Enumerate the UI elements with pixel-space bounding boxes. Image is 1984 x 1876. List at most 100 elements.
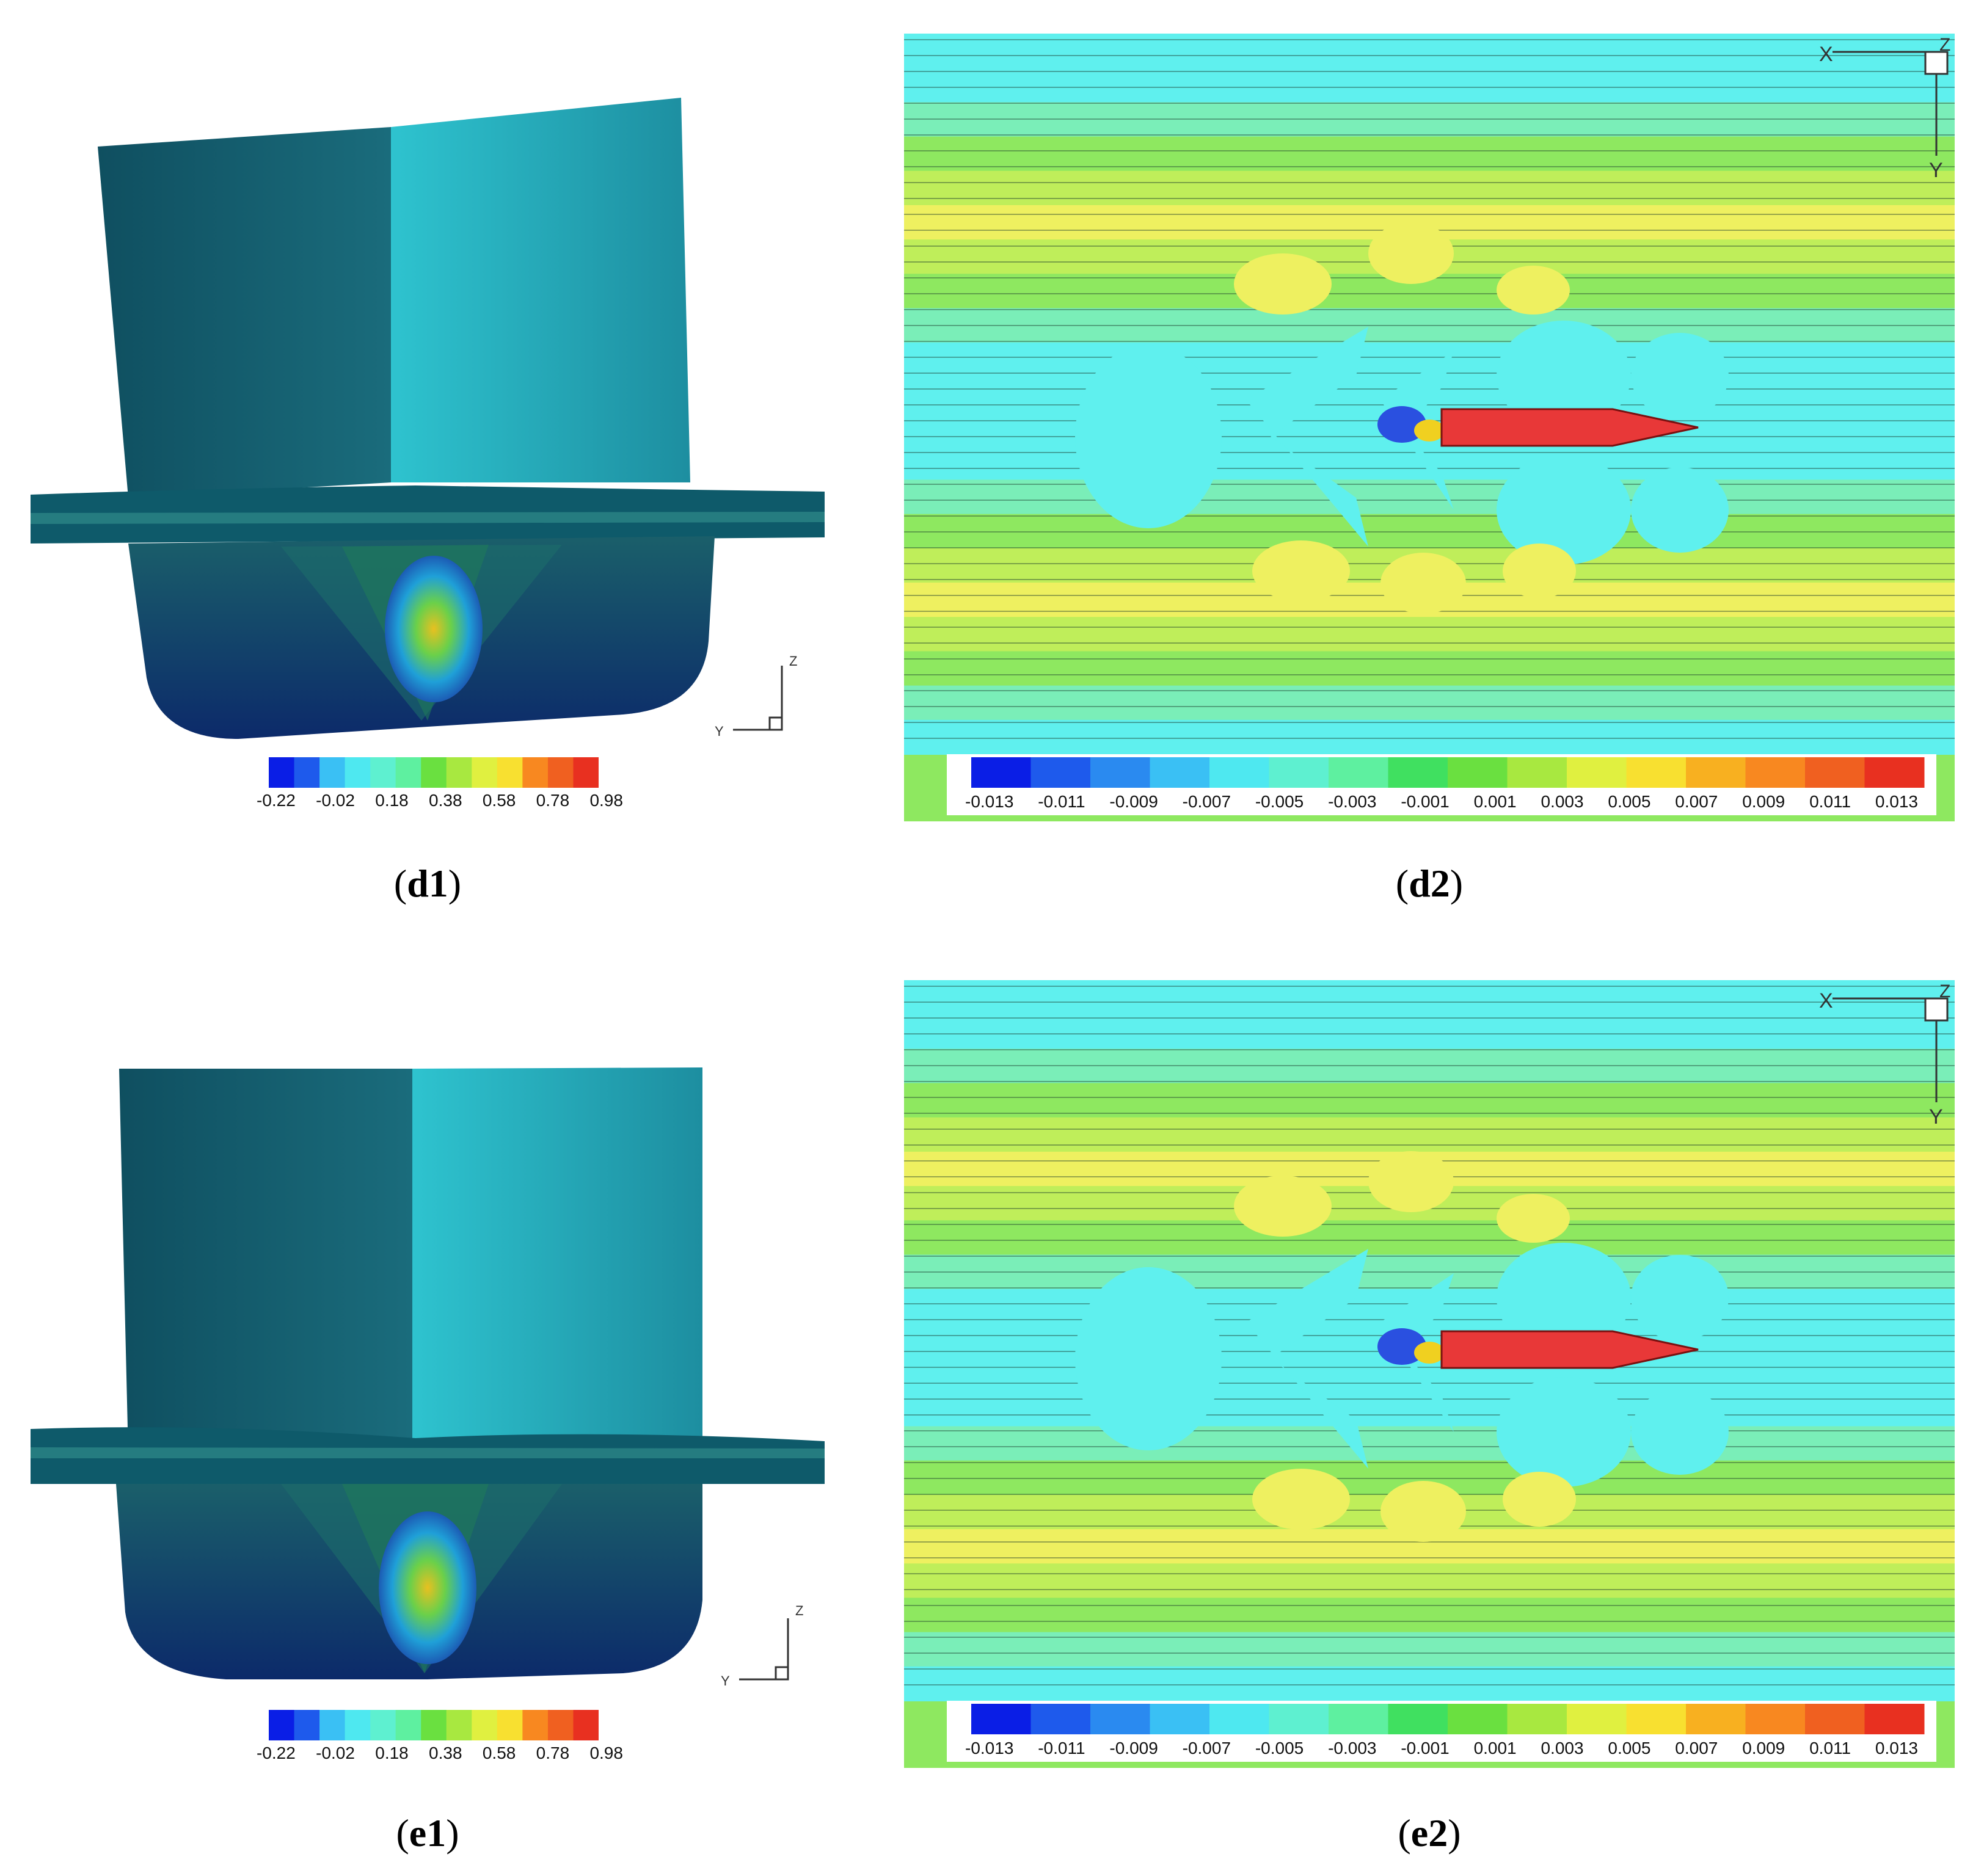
hull-pressure-view-e1: Z Y [31, 1067, 825, 1689]
colorbar-tick: 0.005 [1608, 792, 1651, 811]
colorbar-swatch [446, 1710, 472, 1740]
colorbar-swatch [1864, 757, 1925, 788]
colorbar-swatch [319, 757, 346, 788]
colorbar-swatch [269, 757, 295, 788]
colorbar-swatch [1030, 757, 1091, 788]
colorbar-tick: 0.18 [375, 1743, 409, 1762]
caption-d1: (d1) [393, 862, 462, 905]
colorbar-swatch [1507, 757, 1567, 788]
colorbar-swatch [421, 757, 447, 788]
axis-label-x: X [1819, 989, 1833, 1013]
colorbar-swatch [345, 1710, 371, 1740]
colorbar-swatch [573, 1710, 599, 1740]
colorbar-swatch [1567, 757, 1627, 788]
colorbar-tick: 0.78 [536, 1743, 570, 1762]
contour-bands-e2 [904, 980, 1955, 1701]
colorbar-tick: -0.011 [1038, 792, 1085, 811]
contour-band [904, 685, 1955, 721]
colorbar-tick: 0.003 [1541, 1739, 1584, 1758]
colorbar-swatch [1269, 1704, 1329, 1734]
colorbar-tick: -0.22 [257, 1743, 296, 1762]
colorbar-swatch [294, 757, 320, 788]
colorbar-tick: 0.38 [429, 791, 462, 810]
colorbar-swatch [1507, 1704, 1567, 1734]
colorbar-swatch [1269, 757, 1329, 788]
colorbar-swatch [1745, 757, 1806, 788]
colorbar-swatch [573, 757, 599, 788]
colorbar-swatch [1209, 1704, 1269, 1734]
colorbar-swatch [1626, 1704, 1687, 1734]
colorbar-swatch [269, 1710, 295, 1740]
wake-pattern-e2 [1075, 1151, 1729, 1542]
axis-label-z: Z [1939, 981, 1950, 1002]
colorbar-tick: -0.22 [257, 791, 296, 810]
colorbar-swatch [1329, 757, 1388, 788]
caption-d2: (d2) [1395, 862, 1464, 905]
colorbar-tick: 0.007 [1675, 792, 1718, 811]
contour-bands-d2 [904, 34, 1955, 755]
wave-elevation-field-d2: X Z Y [904, 34, 1955, 821]
contour-band [904, 1426, 1955, 1461]
colorbar-swatch [319, 1710, 346, 1740]
axis-label-x: X [1819, 43, 1833, 66]
colorbar-tick: -0.013 [965, 1739, 1014, 1758]
colorbar-tick: 0.003 [1541, 792, 1584, 811]
axis-label-y: Y [715, 724, 724, 739]
axis-triad-d2 [1833, 51, 1949, 156]
colorbar-swatch [1090, 757, 1150, 788]
colorbar-swatch [497, 757, 523, 788]
colorbar-swatch [1388, 757, 1448, 788]
caption-e1: (e1) [396, 1811, 459, 1855]
colorbar-swatch [1448, 757, 1508, 788]
colorbar-swatch [497, 1710, 523, 1740]
colorbar-swatch [370, 757, 396, 788]
contour-band [904, 34, 1955, 69]
panel-e2: X Z Y -0.013 -0.011 -0.009 -0.007 -0.005… [904, 980, 1955, 1768]
contour-band [904, 1563, 1955, 1599]
colorbar-swatch [522, 757, 549, 788]
axis-triad-e2 [1833, 997, 1949, 1102]
colorbar-labels-e2: -0.013 -0.011 -0.009 -0.007 -0.005 -0.00… [965, 1739, 1918, 1758]
axis-label-y: Y [1929, 159, 1943, 182]
colorbar-tick: -0.02 [316, 1743, 355, 1762]
colorbar-tick: -0.011 [1038, 1739, 1085, 1758]
colorbar-tick: 0.98 [589, 1743, 623, 1762]
panel-d1: Z Y -0.22 -0.02 0.18 0.38 0.58 0.78 0.98 [24, 92, 831, 812]
colorbar-tick: -0.001 [1401, 1739, 1450, 1758]
colorbar-swatch [472, 1710, 498, 1740]
bulb-pressure-contour [379, 1511, 476, 1664]
colorbar-swatch [971, 1704, 1031, 1734]
contour-band [904, 980, 1955, 1016]
axis-triad-d1 [733, 666, 783, 731]
colorbar-tick: -0.005 [1255, 1739, 1304, 1758]
hull-pressure-view-d1: Z Y [31, 98, 825, 739]
colorbar-swatch [421, 1710, 447, 1740]
contour-band [904, 617, 1955, 652]
colorbar-swatch [1686, 1704, 1746, 1734]
colorbar-tick: -0.001 [1401, 792, 1450, 811]
axis-triad-e1 [739, 1618, 789, 1681]
panel-d2: X Z Y -0.013 -0.011 -0.009 -0.007 -0.005… [904, 34, 1955, 821]
contour-band [904, 1220, 1955, 1256]
contour-band [904, 1632, 1955, 1667]
colorbar-tick: -0.009 [1109, 1739, 1158, 1758]
colorbar-tick: -0.009 [1109, 792, 1158, 811]
axis-label-y: Y [1929, 1105, 1943, 1129]
colorbar-tick: 0.98 [589, 791, 623, 810]
wake-pattern-d2 [1075, 223, 1729, 614]
colorbar-tick: 0.005 [1608, 1739, 1651, 1758]
colorbar-swatch [1626, 757, 1687, 788]
hull-starboard-side [391, 98, 690, 482]
colorbar-tick: 0.013 [1875, 792, 1918, 811]
colorbar-swatch [472, 757, 498, 788]
colorbar-swatch [547, 757, 574, 788]
colorbar-swatch [345, 757, 371, 788]
colorbar-tick: 0.007 [1675, 1739, 1718, 1758]
colorbar-swatch [1686, 757, 1746, 788]
contour-band [904, 102, 1955, 137]
contour-band [904, 136, 1955, 172]
colorbar-swatch [1150, 1704, 1210, 1734]
colorbar-swatch [395, 1710, 421, 1740]
colorbar-swatch [1090, 1704, 1150, 1734]
ship-hull-d2 [1440, 408, 1699, 447]
